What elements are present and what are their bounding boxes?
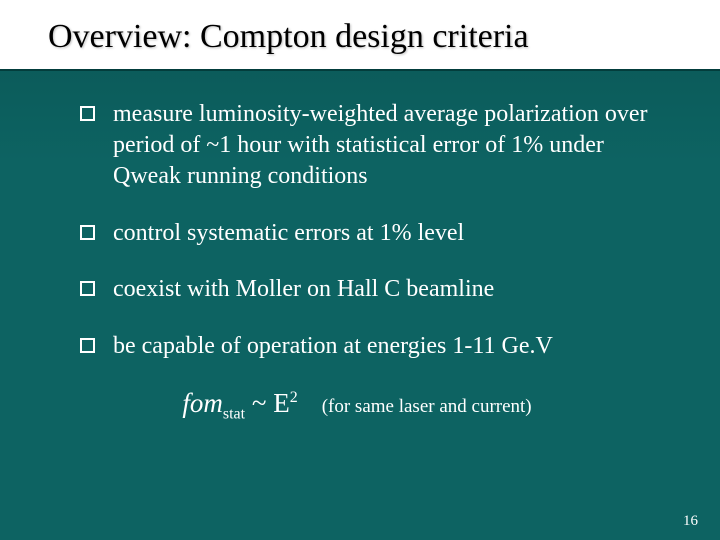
formula-exp: 2 bbox=[290, 389, 298, 406]
formula-fom: fom bbox=[182, 388, 223, 418]
title-area: Overview: Compton design criteria bbox=[0, 0, 720, 71]
bullet-text: be capable of operation at energies 1-11… bbox=[113, 331, 553, 362]
content-area: measure luminosity-weighted average pola… bbox=[0, 71, 720, 423]
bullet-text: control systematic errors at 1% level bbox=[113, 218, 464, 249]
page-number: 16 bbox=[683, 513, 698, 530]
formula-row: fomstat ~ E2 (for same laser and current… bbox=[80, 388, 664, 423]
bullet-item: control systematic errors at 1% level bbox=[80, 218, 664, 249]
bullet-square-icon bbox=[80, 106, 95, 121]
formula-tilde: ~ bbox=[245, 388, 273, 418]
formula: fomstat ~ E2 bbox=[182, 388, 297, 423]
formula-E: E bbox=[273, 388, 290, 418]
formula-note: (for same laser and current) bbox=[322, 396, 532, 418]
bullet-square-icon bbox=[80, 225, 95, 240]
slide: Overview: Compton design criteria measur… bbox=[0, 0, 720, 540]
bullet-item: be capable of operation at energies 1-11… bbox=[80, 331, 664, 362]
formula-sub: stat bbox=[223, 405, 245, 422]
bullet-item: coexist with Moller on Hall C beamline bbox=[80, 274, 664, 305]
slide-title: Overview: Compton design criteria bbox=[48, 18, 680, 55]
bullet-square-icon bbox=[80, 281, 95, 296]
bullet-item: measure luminosity-weighted average pola… bbox=[80, 99, 664, 191]
bullet-square-icon bbox=[80, 338, 95, 353]
bullet-text: measure luminosity-weighted average pola… bbox=[113, 99, 664, 191]
bullet-text: coexist with Moller on Hall C beamline bbox=[113, 274, 494, 305]
